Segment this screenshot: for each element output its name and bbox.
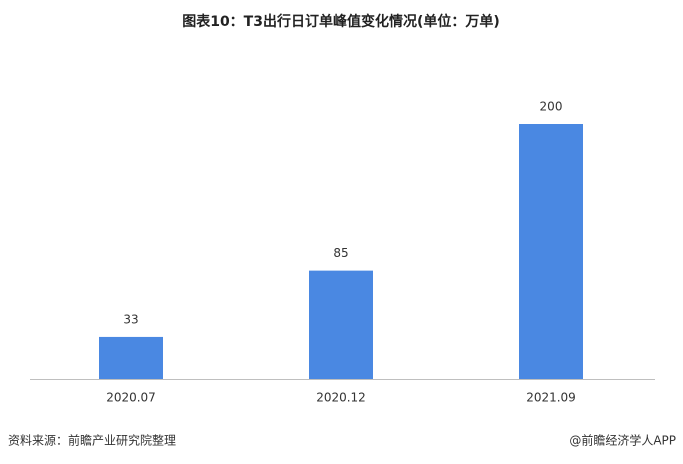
- value-label: 200: [540, 100, 563, 114]
- source: 资料来源：前瞻产业研究院整理: [8, 433, 176, 448]
- bar: [309, 270, 373, 379]
- x-tick-label: 2020.07: [106, 391, 156, 405]
- x-tick-label: 2021.09: [526, 391, 576, 405]
- chart-title: 图表10：T3出行日订单峰值变化情况(单位：万单): [182, 13, 500, 30]
- bar: [99, 336, 163, 379]
- bar: [519, 124, 583, 379]
- x-tick-label: 2020.12: [316, 391, 366, 405]
- value-label: 85: [333, 246, 348, 260]
- value-label: 33: [123, 312, 138, 326]
- credit: @前瞻经济学人APP: [569, 433, 676, 448]
